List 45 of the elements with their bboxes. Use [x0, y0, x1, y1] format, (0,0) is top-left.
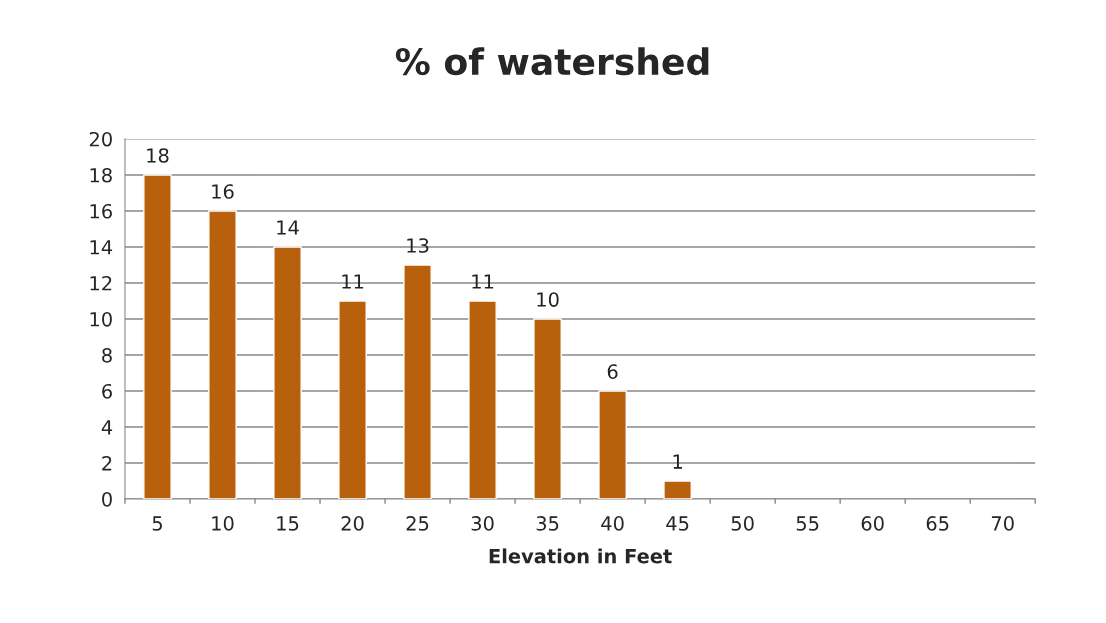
x-tick-label: 40: [601, 516, 624, 531]
bar: [273, 246, 302, 500]
x-tick-label: 25: [406, 516, 429, 531]
x-tick-label: 55: [796, 516, 819, 531]
bar: [208, 210, 237, 500]
x-tick-label: 50: [731, 516, 754, 531]
data-label: 18: [147, 148, 169, 163]
data-label: 16: [212, 184, 234, 199]
chart-title: % of watershed: [395, 47, 709, 76]
x-axis-title: Elevation in Feet: [489, 548, 672, 564]
x-tick-label: 5: [152, 516, 162, 531]
x-tick-label: 10: [212, 516, 234, 531]
data-label: 11: [342, 274, 364, 289]
y-tick-label: 8: [102, 347, 112, 363]
data-label: 10: [537, 292, 559, 307]
y-tick-label: 14: [90, 240, 113, 255]
y-tick-label: 18: [90, 167, 112, 183]
bar: [533, 318, 562, 500]
y-tick-label: 20: [89, 131, 112, 147]
y-tick-label: 6: [102, 383, 112, 399]
x-tick-label: 60: [861, 516, 884, 531]
x-tick-label: 30: [471, 516, 494, 531]
x-tick-label: 45: [666, 516, 689, 531]
bar: [468, 300, 497, 500]
x-tick-label: 65: [926, 516, 949, 531]
y-tick-label: 4: [101, 420, 113, 435]
y-tick-label: 2: [102, 455, 112, 471]
data-label: 11: [472, 274, 494, 289]
y-tick-label: 16: [90, 203, 112, 219]
bar: [403, 264, 432, 500]
bar: [663, 480, 692, 500]
data-label: 14: [277, 220, 299, 235]
x-tick-label: 70: [991, 516, 1014, 531]
x-tick-label: 15: [277, 516, 299, 531]
x-tick-label: 20: [341, 516, 364, 531]
y-tick-label: 12: [90, 275, 112, 291]
data-label: 6: [607, 364, 618, 379]
y-tick-label: 0: [102, 491, 112, 507]
x-tick-label: 35: [536, 516, 559, 531]
bar: [143, 174, 172, 500]
data-label: 13: [407, 238, 429, 253]
bar: [338, 300, 367, 500]
bar: [598, 390, 627, 500]
y-tick-label: 10: [90, 311, 112, 327]
data-label: 1: [673, 454, 683, 469]
